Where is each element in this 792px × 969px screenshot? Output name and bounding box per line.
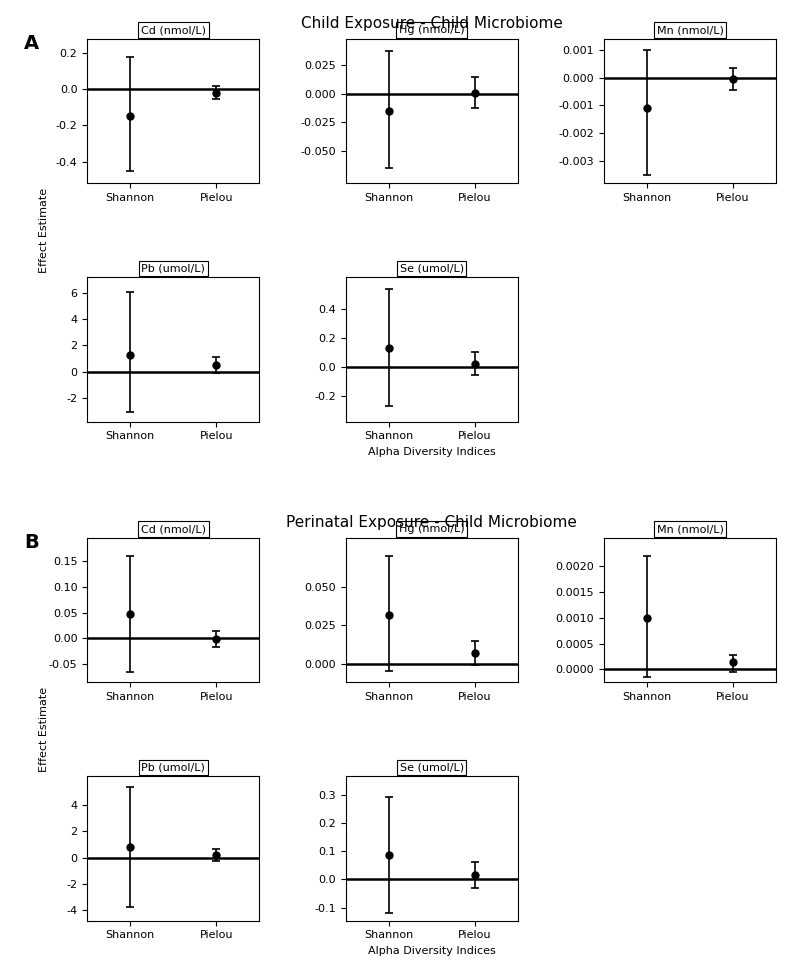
- Text: Effect Estimate: Effect Estimate: [39, 687, 48, 771]
- Text: Child Exposure - Child Microbiome: Child Exposure - Child Microbiome: [301, 16, 562, 31]
- Title: Cd (nmol/L): Cd (nmol/L): [141, 25, 206, 35]
- X-axis label: Alpha Diversity Indices: Alpha Diversity Indices: [367, 447, 496, 456]
- X-axis label: Alpha Diversity Indices: Alpha Diversity Indices: [367, 946, 496, 955]
- Title: Se (umol/L): Se (umol/L): [400, 763, 463, 772]
- Text: Effect Estimate: Effect Estimate: [39, 188, 48, 272]
- Title: Pb (umol/L): Pb (umol/L): [141, 763, 205, 772]
- Text: B: B: [24, 533, 39, 552]
- Title: Cd (nmol/L): Cd (nmol/L): [141, 524, 206, 534]
- Title: Hg (nmol/L): Hg (nmol/L): [399, 25, 464, 35]
- Text: Perinatal Exposure - Child Microbiome: Perinatal Exposure - Child Microbiome: [286, 516, 577, 530]
- Title: Mn (nmol/L): Mn (nmol/L): [657, 524, 723, 534]
- Title: Hg (nmol/L): Hg (nmol/L): [399, 524, 464, 534]
- Title: Se (umol/L): Se (umol/L): [400, 264, 463, 273]
- Title: Mn (nmol/L): Mn (nmol/L): [657, 25, 723, 35]
- Title: Pb (umol/L): Pb (umol/L): [141, 264, 205, 273]
- Text: A: A: [24, 34, 39, 53]
